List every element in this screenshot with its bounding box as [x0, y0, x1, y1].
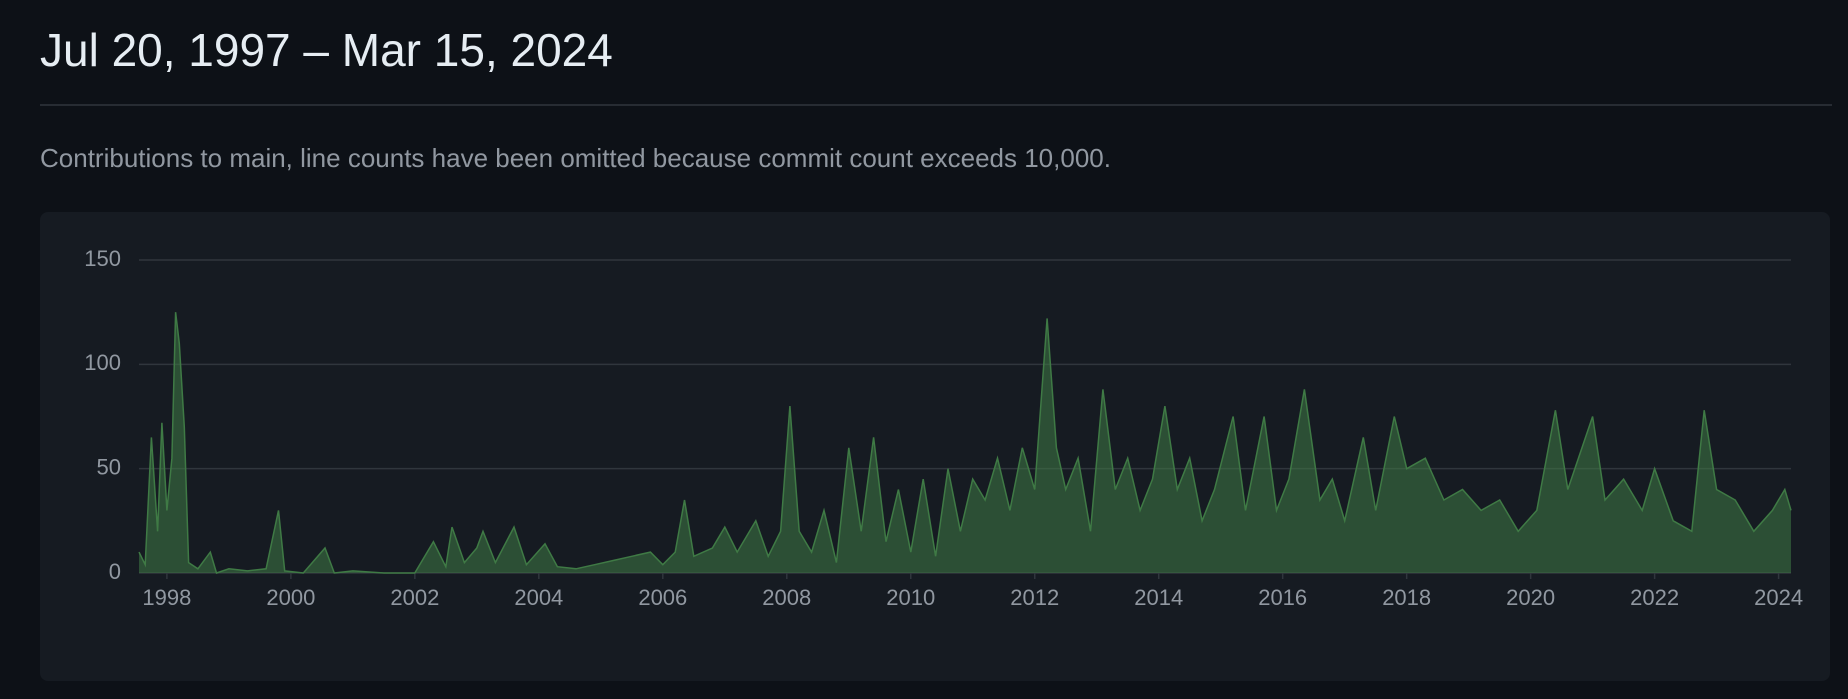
x-tick-label: 2024 — [1754, 585, 1803, 610]
x-tick-label: 2002 — [390, 585, 439, 610]
x-tick-label: 2022 — [1630, 585, 1679, 610]
y-tick-label: 100 — [84, 350, 121, 375]
x-tick-label: 2016 — [1258, 585, 1307, 610]
area-fill — [139, 312, 1791, 573]
chart-title: Jul 20, 1997 – Mar 15, 2024 — [40, 24, 613, 76]
x-tick-label: 2006 — [638, 585, 687, 610]
area-line — [138, 312, 1792, 574]
x-tick-label: 2010 — [886, 585, 935, 610]
x-tick-label: 2000 — [266, 585, 315, 610]
x-tick-label: 2018 — [1382, 585, 1431, 610]
x-tick-label: 2014 — [1134, 585, 1183, 610]
y-tick-label: 50 — [97, 454, 121, 479]
x-tick-label: 1998 — [142, 585, 191, 610]
x-tick-label: 2020 — [1506, 585, 1555, 610]
x-tick-label: 2004 — [514, 585, 563, 610]
chart-subtitle: Contributions to main, line counts have … — [40, 143, 1111, 173]
x-tick-label: 2008 — [762, 585, 811, 610]
y-tick-label: 0 — [109, 559, 121, 584]
x-tick-label: 2012 — [1010, 585, 1059, 610]
y-tick-label: 150 — [84, 246, 121, 271]
